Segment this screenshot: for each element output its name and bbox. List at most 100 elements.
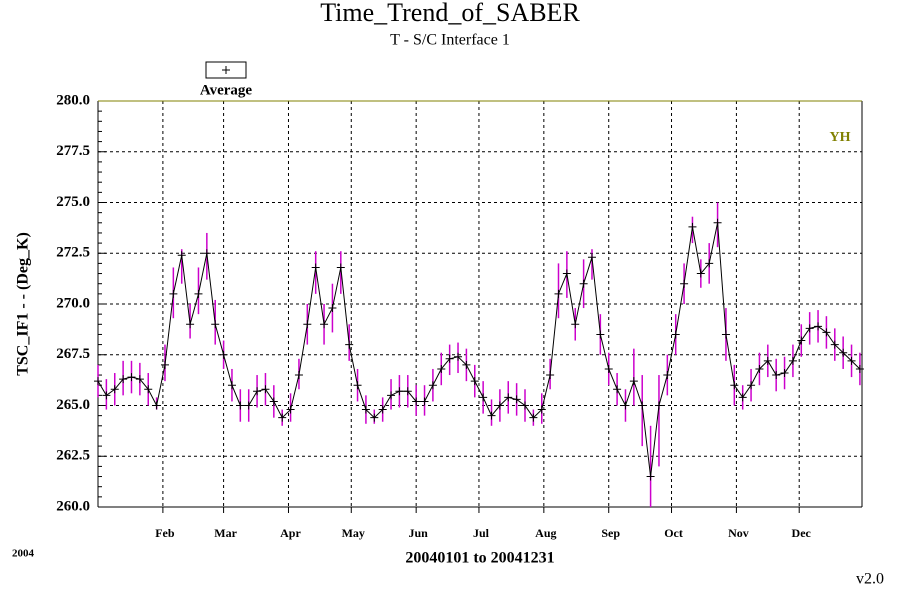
average-marker bbox=[269, 397, 278, 406]
average-marker bbox=[579, 279, 588, 288]
average-marker bbox=[294, 371, 303, 380]
x-tick-label: Dec bbox=[792, 526, 812, 540]
average-marker bbox=[345, 340, 354, 349]
average-marker bbox=[135, 375, 144, 384]
average-marker bbox=[847, 356, 856, 365]
x-tick-label: Aug bbox=[535, 526, 556, 540]
average-marker bbox=[353, 381, 362, 390]
average-marker bbox=[244, 401, 253, 410]
legend-marker bbox=[222, 66, 230, 74]
average-marker bbox=[403, 387, 412, 396]
average-marker bbox=[278, 413, 287, 422]
average-marker bbox=[546, 371, 555, 380]
average-marker bbox=[387, 391, 396, 400]
x-tick-label: Jun bbox=[408, 526, 428, 540]
average-marker bbox=[562, 269, 571, 278]
average-marker bbox=[780, 369, 789, 378]
x-tick-label: Apr bbox=[280, 526, 301, 540]
average-marker bbox=[554, 289, 563, 298]
y-tick-label: 272.5 bbox=[56, 245, 90, 261]
chart-title: Time_Trend_of_SABER bbox=[320, 0, 580, 27]
average-marker bbox=[202, 249, 211, 258]
average-marker bbox=[470, 377, 479, 386]
x-tick-label: Oct bbox=[664, 526, 683, 540]
y-tick-label: 275.0 bbox=[56, 194, 90, 210]
y-tick-label: 265.0 bbox=[56, 397, 90, 413]
average-marker bbox=[495, 401, 504, 410]
average-marker bbox=[102, 391, 111, 400]
average-marker bbox=[152, 401, 161, 410]
average-marker bbox=[747, 381, 756, 390]
average-marker bbox=[286, 405, 295, 414]
average-marker bbox=[194, 289, 203, 298]
average-marker bbox=[144, 385, 153, 394]
version-label: v2.0 bbox=[856, 571, 884, 588]
average-marker bbox=[822, 328, 831, 337]
average-marker bbox=[629, 377, 638, 386]
average-marker bbox=[412, 397, 421, 406]
average-marker bbox=[512, 395, 521, 404]
average-marker bbox=[814, 322, 823, 331]
average-marker bbox=[663, 371, 672, 380]
average-marker bbox=[119, 375, 128, 384]
average-marker bbox=[94, 377, 102, 386]
average-marker bbox=[110, 385, 119, 394]
average-marker bbox=[303, 320, 312, 329]
average-marker bbox=[772, 371, 781, 380]
average-marker bbox=[696, 269, 705, 278]
legend-box bbox=[205, 61, 247, 79]
average-marker bbox=[160, 360, 169, 369]
average-marker bbox=[186, 320, 195, 329]
x-tick-label: Mar bbox=[214, 526, 237, 540]
chart-subtitle: T - S/C Interface 1 bbox=[390, 32, 510, 49]
average-marker bbox=[428, 381, 437, 390]
average-marker bbox=[621, 401, 630, 410]
average-marker bbox=[830, 340, 839, 349]
average-marker bbox=[613, 385, 622, 394]
average-marker bbox=[328, 304, 337, 313]
average-marker bbox=[370, 413, 379, 422]
average-marker bbox=[420, 397, 429, 406]
average-marker bbox=[805, 324, 814, 333]
year-label: 2004 bbox=[12, 548, 35, 560]
average-marker bbox=[604, 364, 613, 373]
average-marker bbox=[320, 320, 329, 329]
y-tick-label: 262.5 bbox=[56, 448, 90, 464]
x-tick-label: Sep bbox=[601, 526, 620, 540]
average-marker bbox=[654, 401, 663, 410]
average-marker bbox=[445, 354, 454, 363]
x-tick-label: Jul bbox=[473, 526, 490, 540]
y-tick-label: 267.5 bbox=[56, 346, 90, 362]
average-marker bbox=[227, 381, 236, 390]
y-tick-label: 280.0 bbox=[56, 92, 90, 108]
average-marker bbox=[378, 405, 387, 414]
average-marker bbox=[361, 405, 370, 414]
average-marker bbox=[219, 350, 228, 359]
legend-label: Average bbox=[200, 82, 253, 98]
y-axis-label: TSC_IF1 - - (Deg_K) bbox=[15, 232, 32, 376]
average-marker bbox=[169, 289, 178, 298]
average-marker bbox=[738, 393, 747, 402]
average-marker bbox=[236, 401, 245, 410]
average-marker bbox=[521, 401, 530, 410]
average-marker bbox=[730, 381, 739, 390]
average-marker bbox=[646, 472, 655, 481]
average-marker bbox=[437, 364, 446, 373]
average-marker bbox=[721, 330, 730, 339]
average-marker bbox=[688, 222, 697, 231]
average-marker bbox=[261, 385, 270, 394]
average-marker bbox=[705, 259, 714, 268]
y-tick-label: 270.0 bbox=[56, 295, 90, 311]
average-marker bbox=[755, 364, 764, 373]
average-marker bbox=[713, 218, 722, 227]
average-marker bbox=[211, 320, 220, 329]
average-marker bbox=[253, 387, 262, 396]
y-tick-label: 277.5 bbox=[56, 143, 90, 159]
average-marker bbox=[395, 387, 404, 396]
average-marker bbox=[855, 364, 864, 373]
average-marker bbox=[596, 330, 605, 339]
average-marker bbox=[797, 336, 806, 345]
average-marker bbox=[788, 356, 797, 365]
